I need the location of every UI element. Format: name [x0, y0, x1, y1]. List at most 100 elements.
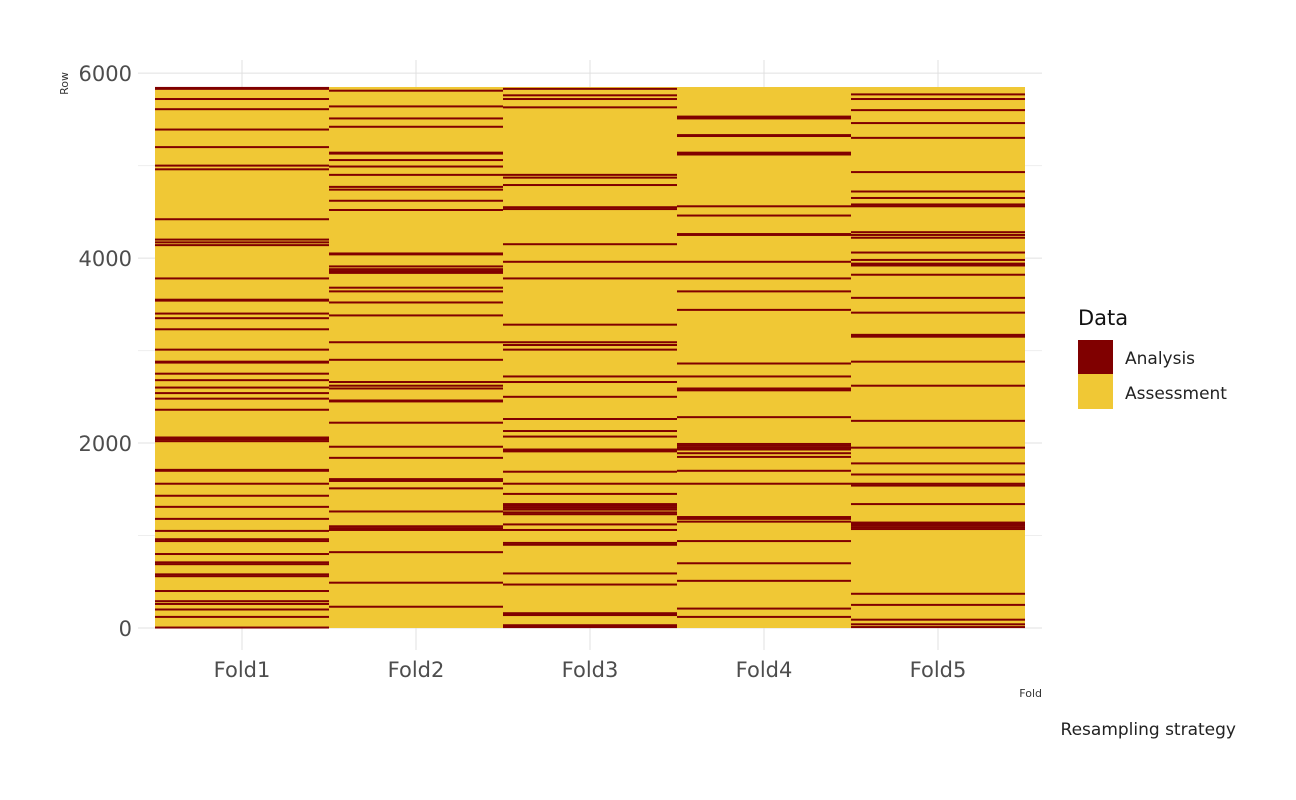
analysis-row-mark	[851, 233, 1025, 236]
x-axis-title: Fold	[1019, 687, 1042, 700]
analysis-row-mark	[503, 583, 677, 586]
analysis-row-mark	[851, 236, 1025, 239]
analysis-row-mark	[155, 575, 329, 578]
analysis-row-mark	[329, 421, 503, 424]
analysis-row-mark	[155, 108, 329, 111]
analysis-row-mark	[155, 469, 329, 472]
analysis-row-mark	[851, 522, 1025, 525]
analysis-row-mark	[329, 301, 503, 304]
analysis-row-mark	[155, 372, 329, 375]
analysis-row-mark	[155, 164, 329, 167]
analysis-row-mark	[851, 503, 1025, 506]
analysis-row-mark	[503, 504, 677, 507]
analysis-row-mark	[677, 115, 851, 118]
analysis-row-mark	[155, 602, 329, 605]
analysis-row-mark	[503, 106, 677, 109]
analysis-row-mark	[677, 448, 851, 451]
fold-bands	[155, 86, 1025, 629]
analysis-row-mark	[851, 296, 1025, 299]
analysis-row-mark	[503, 348, 677, 351]
analysis-row-mark	[329, 341, 503, 344]
analysis-row-mark	[503, 243, 677, 246]
analysis-row-mark	[677, 579, 851, 582]
analysis-row-mark	[677, 444, 851, 447]
analysis-row-mark	[329, 173, 503, 176]
analysis-row-mark	[329, 185, 503, 188]
analysis-row-mark	[503, 543, 677, 546]
analysis-row-mark	[503, 381, 677, 384]
analysis-row-mark	[677, 442, 851, 445]
band-fold3	[503, 87, 677, 628]
analysis-row-mark	[155, 538, 329, 541]
analysis-row-mark	[503, 450, 677, 453]
analysis-row-mark	[155, 600, 329, 603]
analysis-row-mark	[329, 314, 503, 317]
analysis-row-mark	[155, 146, 329, 149]
analysis-row-mark	[155, 608, 329, 611]
analysis-row-mark	[851, 93, 1025, 96]
analysis-row-mark	[329, 265, 503, 268]
band-fold4	[677, 87, 851, 628]
analysis-row-mark	[329, 525, 503, 528]
analysis-row-mark	[851, 251, 1025, 254]
analysis-row-mark	[155, 540, 329, 543]
analysis-row-mark	[677, 607, 851, 610]
x-axis-tick-labels: Fold1 Fold2 Fold3 Fold4 Fold5	[214, 658, 967, 682]
analysis-row-mark	[329, 487, 503, 490]
analysis-row-mark	[503, 528, 677, 531]
analysis-row-mark	[851, 626, 1025, 629]
analysis-row-mark	[677, 375, 851, 378]
analysis-row-mark	[503, 208, 677, 211]
analysis-row-mark	[503, 506, 677, 509]
y-tick-label: 4000	[79, 247, 132, 271]
analysis-row-mark	[503, 470, 677, 473]
analysis-row-mark	[503, 98, 677, 101]
analysis-row-mark	[677, 205, 851, 208]
analysis-row-mark	[329, 199, 503, 202]
analysis-row-mark	[677, 135, 851, 138]
y-axis-tick-labels: 0 2000 4000 6000	[79, 62, 132, 641]
chart-caption: Resampling strategy	[1061, 720, 1236, 740]
analysis-row-mark	[851, 262, 1025, 265]
analysis-row-mark	[329, 479, 503, 482]
analysis-row-mark	[677, 153, 851, 156]
legend-swatch-assessment	[1078, 374, 1113, 409]
analysis-row-mark	[155, 87, 329, 90]
analysis-row-mark	[155, 386, 329, 389]
legend-label-assessment: Assessment	[1125, 384, 1227, 404]
analysis-row-mark	[329, 387, 503, 390]
analysis-row-mark	[851, 524, 1025, 527]
analysis-row-mark	[503, 626, 677, 629]
analysis-row-mark	[155, 397, 329, 400]
analysis-row-mark	[851, 419, 1025, 422]
analysis-row-mark	[155, 561, 329, 564]
analysis-row-mark	[851, 473, 1025, 476]
analysis-row-mark	[503, 206, 677, 209]
analysis-row-mark	[503, 541, 677, 544]
analysis-row-mark	[155, 328, 329, 331]
analysis-row-mark	[851, 603, 1025, 606]
analysis-row-mark	[503, 184, 677, 187]
analysis-row-mark	[503, 395, 677, 398]
analysis-row-mark	[155, 317, 329, 320]
analysis-row-mark	[677, 562, 851, 565]
analysis-row-mark	[677, 517, 851, 520]
analysis-row-mark	[329, 271, 503, 274]
analysis-row-mark	[677, 516, 851, 519]
analysis-row-mark	[329, 152, 503, 155]
analysis-row-mark	[851, 231, 1025, 234]
analysis-row-mark	[503, 523, 677, 526]
analysis-row-mark	[329, 384, 503, 387]
analysis-row-mark	[155, 615, 329, 618]
analysis-row-mark	[329, 358, 503, 361]
analysis-row-mark	[851, 264, 1025, 267]
x-tick-label-fold2: Fold2	[388, 658, 445, 682]
analysis-row-mark	[851, 109, 1025, 112]
analysis-row-mark	[329, 117, 503, 120]
analysis-row-mark	[155, 392, 329, 395]
y-tick-label: 0	[119, 617, 132, 641]
analysis-row-mark	[329, 188, 503, 191]
analysis-row-mark	[155, 573, 329, 576]
analysis-row-mark	[329, 286, 503, 289]
